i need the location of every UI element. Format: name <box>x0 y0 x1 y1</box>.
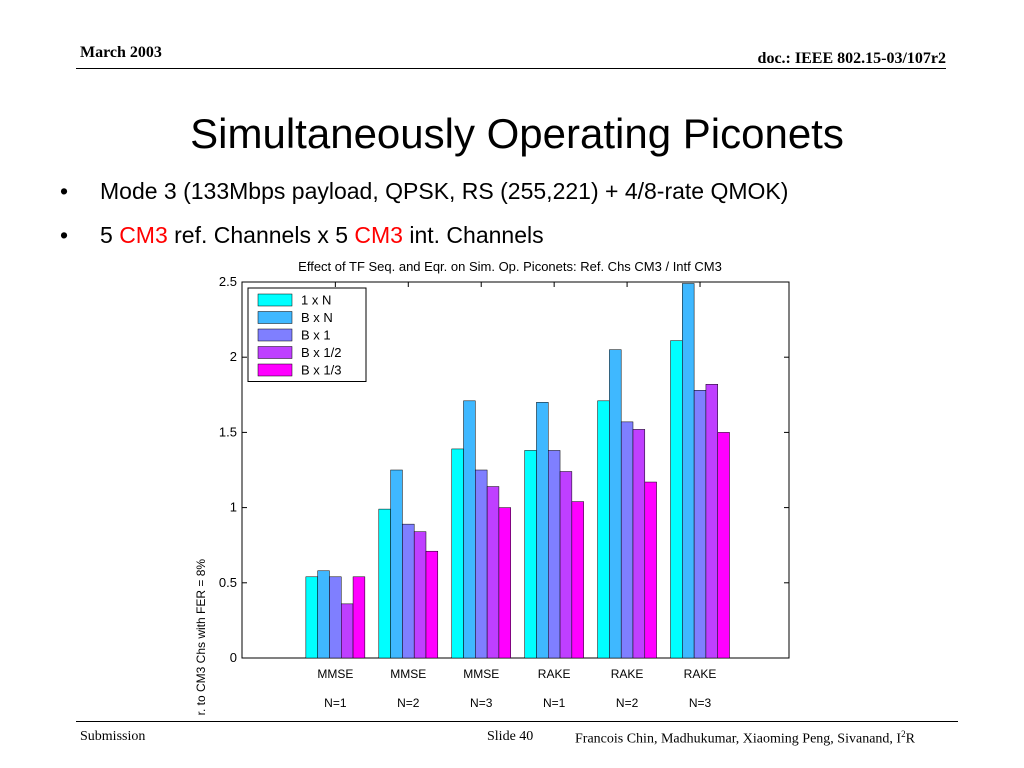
legend-label: B x N <box>301 310 333 325</box>
bar <box>341 603 354 659</box>
bar <box>402 523 415 659</box>
legend-swatch <box>257 363 293 377</box>
y-tick-label: 0 <box>230 650 237 665</box>
x-tick-label: RAKE <box>538 667 571 681</box>
y-tick-label: 2 <box>230 349 237 364</box>
bullet-text-pre: 5 <box>100 222 120 248</box>
x-tick-label-sub: N=1 <box>543 696 566 710</box>
footer-authors-text: Francois Chin, Madhukumar, Xiaoming Peng… <box>575 731 902 747</box>
bar-chart: Effect of TF Seq. and Eqr. on Sim. Op. P… <box>194 259 790 715</box>
bar <box>632 429 646 659</box>
legend-label: 1 x N <box>301 293 331 308</box>
y-tick-label: 2.5 <box>219 274 237 289</box>
bar <box>571 501 584 659</box>
bar <box>609 349 622 659</box>
legend-swatch <box>257 328 293 342</box>
bullet-item-channels: • 5 CM3 ref. Channels x 5 CM3 int. Chann… <box>60 222 788 266</box>
legend-swatch <box>257 311 293 324</box>
footer-authors-sup: 2 <box>901 729 906 739</box>
y-tick-label: 1.5 <box>219 424 237 439</box>
header-doc-id: doc.: IEEE 802.15-03/107r2 <box>757 50 946 67</box>
x-tick-label: MMSE <box>390 667 426 681</box>
bar <box>463 400 476 659</box>
bar <box>559 471 573 659</box>
bar <box>317 570 330 659</box>
footer-submission: Submission <box>80 729 146 744</box>
y-axis-label: di/dr corr. to CM3 Chs with FER = 8% <box>194 559 211 715</box>
bullet-dot-icon: • <box>60 222 69 248</box>
bar <box>597 400 610 659</box>
bar <box>329 576 342 659</box>
legend-label: B x 1 <box>301 328 331 343</box>
footer-authors: Francois Chin, Madhukumar, Xiaoming Peng… <box>575 729 915 748</box>
bar <box>475 469 488 659</box>
bar <box>693 390 707 659</box>
footer-divider <box>76 721 958 722</box>
bar <box>536 402 549 659</box>
footer-authors-end: R <box>905 731 915 747</box>
bar <box>620 421 634 659</box>
bar <box>644 481 657 659</box>
bar <box>425 550 439 659</box>
y-tick-label: 0.5 <box>219 575 237 590</box>
bar <box>705 384 718 659</box>
legend-swatch <box>257 346 293 359</box>
y-tick-label: 1 <box>230 500 237 515</box>
x-tick-label: RAKE <box>611 667 644 681</box>
bullet-dot-icon: • <box>60 178 69 204</box>
x-tick-label-sub: N=2 <box>397 696 420 710</box>
footer-slide-number: Slide 40 <box>487 729 534 744</box>
bullet-item-mode: • Mode 3 (133Mbps payload, QPSK, RS (255… <box>60 178 788 222</box>
bar <box>352 576 366 659</box>
x-tick-label: MMSE <box>463 667 499 681</box>
x-tick-label: MMSE <box>317 667 353 681</box>
legend-label: B x 1/2 <box>301 345 341 360</box>
bar <box>717 432 730 659</box>
header-divider <box>76 68 946 69</box>
slide-title: Simultaneously Operating Piconets <box>190 110 844 157</box>
bar <box>451 448 464 659</box>
bar <box>524 450 537 659</box>
bullet-highlight-cm3-ref: CM3 <box>119 222 168 248</box>
bar <box>682 283 695 659</box>
x-tick-label-sub: N=3 <box>470 696 493 710</box>
bar <box>670 340 683 659</box>
x-tick-label-sub: N=3 <box>689 696 712 710</box>
x-tick-label: RAKE <box>684 667 717 681</box>
bar <box>305 576 318 659</box>
header-date: March 2003 <box>80 44 162 61</box>
bar <box>390 469 403 659</box>
bar <box>413 531 427 659</box>
chart-title: Effect of TF Seq. and Eqr. on Sim. Op. P… <box>298 259 722 274</box>
plot-frame <box>241 281 790 659</box>
bar <box>378 508 391 659</box>
bar <box>498 507 511 659</box>
legend-label: B x 1/3 <box>301 363 341 378</box>
bullet-text-mode: Mode 3 (133Mbps payload, QPSK, RS (255,2… <box>100 178 789 204</box>
x-tick-label-sub: N=1 <box>324 696 347 710</box>
bar <box>548 450 561 659</box>
bullet-list: • Mode 3 (133Mbps payload, QPSK, RS (255… <box>60 178 788 266</box>
x-tick-label-sub: N=2 <box>616 696 639 710</box>
bullet-highlight-cm3-int: CM3 <box>354 222 403 248</box>
bar <box>486 486 500 659</box>
bullet-text-post: int. Channels <box>402 222 544 248</box>
legend-swatch <box>257 293 293 307</box>
bullet-text-mid: ref. Channels x 5 <box>167 222 355 248</box>
